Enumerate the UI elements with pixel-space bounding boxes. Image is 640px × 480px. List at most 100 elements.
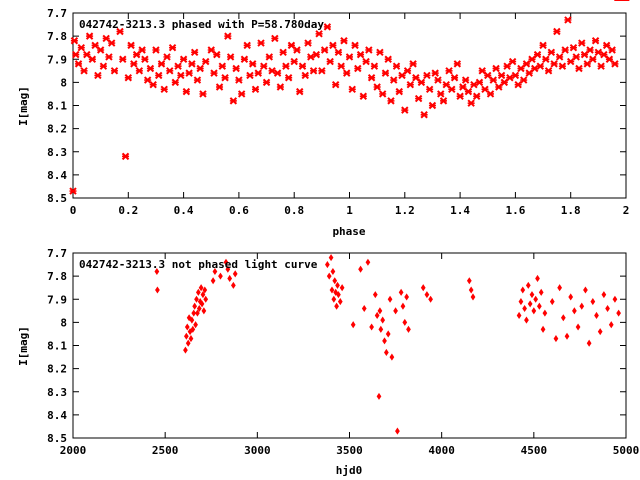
data-point (191, 309, 197, 317)
data-point (503, 62, 511, 70)
y-tick-label: 8.2 (47, 363, 67, 376)
data-point (370, 62, 379, 70)
data-point (231, 281, 236, 289)
data-point (119, 55, 127, 63)
data-point (348, 85, 356, 94)
data-point (514, 80, 522, 89)
data-point (213, 50, 221, 59)
data-point (373, 83, 381, 91)
data-point (91, 41, 99, 50)
data-point (229, 97, 238, 105)
data-point (555, 53, 564, 61)
data-point (329, 41, 337, 50)
x-tick-label: 1.6 (505, 204, 525, 217)
data-point (492, 64, 500, 73)
data-point (401, 106, 409, 114)
data-point (572, 53, 580, 61)
data-point (301, 71, 309, 80)
data-point (254, 69, 262, 77)
data-point (553, 27, 561, 36)
data-point (406, 325, 411, 333)
data-point (334, 302, 339, 310)
data-point (569, 43, 578, 52)
data-point (594, 311, 599, 319)
data-point (464, 87, 473, 96)
data-point (414, 94, 423, 103)
y-tick-label: 7.9 (47, 293, 67, 306)
data-point (365, 46, 373, 54)
data-point (195, 288, 201, 296)
chart-title: 042742-3213.3 phased with P=58.780day (79, 18, 324, 31)
data-point (417, 78, 426, 87)
data-point (547, 48, 556, 57)
data-point (377, 307, 383, 315)
data-point (591, 37, 600, 45)
x-tick-label: 5000 (613, 444, 640, 457)
data-point (196, 64, 204, 73)
data-point (586, 339, 592, 347)
data-point (74, 60, 83, 68)
data-point (184, 323, 190, 331)
data-point (608, 46, 616, 54)
data-point (393, 307, 398, 315)
data-point (497, 71, 506, 80)
data-point (221, 74, 229, 82)
data-point (215, 83, 224, 91)
data-point (271, 34, 279, 43)
data-point (287, 41, 296, 50)
data-point (188, 60, 196, 68)
data-point (536, 62, 544, 70)
data-point (519, 76, 528, 84)
tick-marks (72, 12, 627, 199)
data-point (529, 291, 535, 299)
data-point (279, 48, 287, 57)
x-tick-label: 4500 (521, 444, 548, 457)
data-point (232, 64, 240, 73)
y-tick-label: 8.1 (47, 100, 67, 113)
data-point (384, 55, 392, 63)
data-point (390, 76, 398, 84)
data-point (579, 302, 585, 310)
data-point (376, 392, 382, 400)
data-points (69, 0, 630, 195)
data-point (210, 277, 216, 285)
data-point (558, 62, 567, 70)
data-point (472, 92, 481, 100)
y-tick-label: 8.4 (47, 169, 67, 182)
data-point (361, 304, 367, 313)
data-point (207, 46, 215, 54)
data-point (425, 85, 434, 94)
data-point (406, 80, 415, 89)
data-point (456, 92, 464, 100)
data-point (343, 69, 351, 77)
data-point (575, 323, 581, 331)
y-axis-label: I[mag] (17, 86, 30, 126)
data-point (392, 62, 401, 70)
y-tick-label: 7.7 (47, 7, 67, 20)
data-point (340, 37, 348, 45)
data-point (260, 62, 268, 70)
data-point (380, 316, 386, 324)
data-point (201, 307, 207, 315)
y-tick-label: 7.8 (47, 270, 67, 283)
data-point (608, 321, 614, 329)
data-point (223, 258, 229, 266)
y-tick-label: 8 (60, 316, 67, 329)
data-point (330, 267, 336, 276)
data-point (237, 90, 246, 98)
data-point (326, 272, 332, 280)
data-point (453, 60, 462, 68)
data-point (356, 50, 365, 59)
data-point (235, 76, 243, 84)
data-point (163, 53, 171, 61)
data-point (282, 62, 290, 70)
data-point (329, 286, 335, 294)
y-tick-label: 8.5 (47, 192, 67, 205)
data-point (298, 62, 307, 70)
data-point (508, 57, 517, 66)
data-point (557, 284, 563, 292)
data-point (489, 76, 497, 84)
data-point (334, 48, 343, 57)
data-point (257, 39, 265, 47)
